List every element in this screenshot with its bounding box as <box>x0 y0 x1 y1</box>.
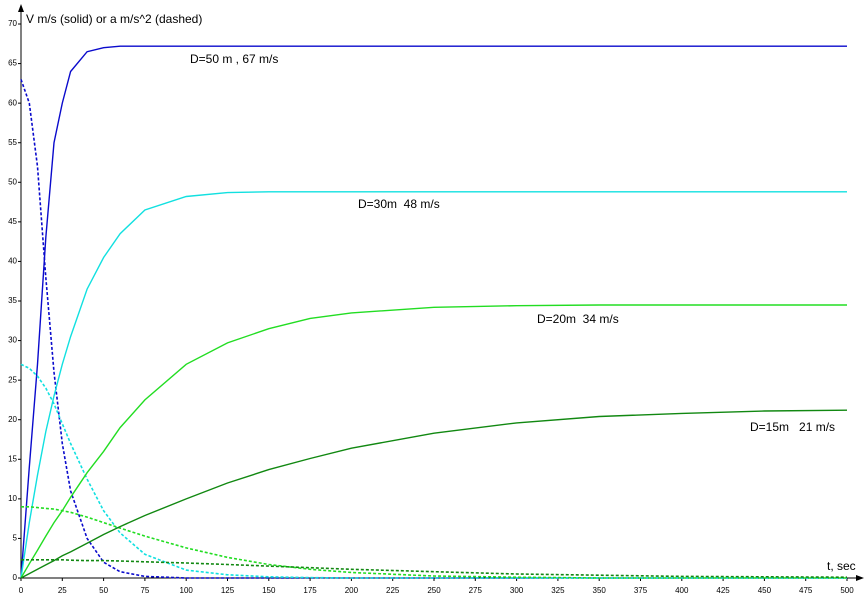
x-tick-label: 175 <box>303 586 317 595</box>
annotation: D=20m 34 m/s <box>537 312 619 326</box>
y-tick-label: 45 <box>8 217 17 226</box>
y-tick-label: 30 <box>8 336 17 345</box>
accel-line <box>21 506 847 579</box>
y-tick-label: 0 <box>13 573 18 582</box>
annotation: D=30m 48 m/s <box>358 197 440 211</box>
y-tick-label: 25 <box>8 375 17 384</box>
accel-line <box>20 79 847 579</box>
x-tick-label: 150 <box>262 586 276 595</box>
x-tick-label: 425 <box>716 586 730 595</box>
x-tick-label: 25 <box>58 586 67 595</box>
y-tick-label: 20 <box>8 415 17 424</box>
x-tick-label: 275 <box>469 586 483 595</box>
velocity-line <box>20 304 847 579</box>
y-tick-label: 15 <box>8 454 17 463</box>
y-axis-arrow <box>18 4 24 12</box>
velocity-line <box>20 191 847 579</box>
y-tick-label: 10 <box>8 494 17 503</box>
x-tick-label: 100 <box>180 586 194 595</box>
velocity-line <box>20 45 847 579</box>
x-tick-label: 75 <box>140 586 149 595</box>
y-tick-label: 60 <box>8 98 17 107</box>
y-tick-label: 40 <box>8 257 17 266</box>
x-tick-label: 250 <box>427 586 441 595</box>
y-tick-label: 50 <box>8 177 17 186</box>
annotation: D=15m 21 m/s <box>750 420 835 434</box>
x-tick-label: 375 <box>634 586 648 595</box>
accel-line <box>21 559 848 578</box>
x-axis-arrow <box>856 575 864 581</box>
x-tick-label: 350 <box>593 586 607 595</box>
x-tick-label: 500 <box>840 586 854 595</box>
y-tick-label: 70 <box>8 19 17 28</box>
x-tick-label: 325 <box>551 586 565 595</box>
accel-line <box>20 363 847 579</box>
x-tick-label: 225 <box>386 586 400 595</box>
x-tick-label: 300 <box>510 586 524 595</box>
y-tick-label: 65 <box>8 59 17 68</box>
annotation: D=50 m , 67 m/s <box>190 52 278 66</box>
x-axis-label: t, sec <box>827 559 856 573</box>
y-tick-label: 55 <box>8 138 17 147</box>
y-tick-label: 35 <box>8 296 17 305</box>
x-tick-label: 50 <box>99 586 108 595</box>
x-tick-label: 400 <box>675 586 689 595</box>
x-tick-label: 125 <box>221 586 235 595</box>
x-tick-label: 475 <box>799 586 813 595</box>
x-tick-label: 0 <box>19 586 24 595</box>
y-axis-label: V m/s (solid) or a m/s^2 (dashed) <box>26 12 202 26</box>
x-tick-label: 450 <box>758 586 772 595</box>
y-tick-label: 5 <box>13 534 18 543</box>
x-tick-label: 200 <box>345 586 359 595</box>
velocity-line <box>20 409 848 579</box>
